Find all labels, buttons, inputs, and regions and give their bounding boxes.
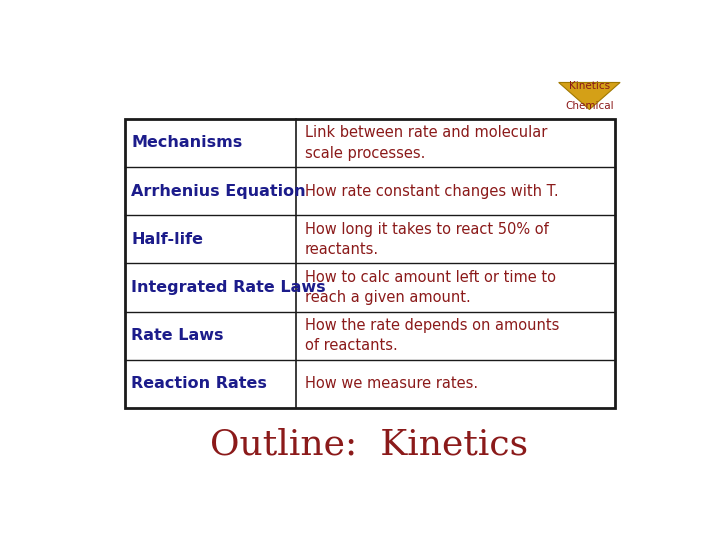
Text: Arrhenius Equation: Arrhenius Equation [131, 184, 306, 199]
Text: Integrated Rate Laws: Integrated Rate Laws [131, 280, 326, 295]
Text: How long it takes to react 50% of
reactants.: How long it takes to react 50% of reacta… [305, 221, 549, 257]
Text: Half-life: Half-life [131, 232, 203, 247]
Polygon shape [559, 83, 620, 110]
Text: Chemical: Chemical [565, 101, 613, 111]
Text: How the rate depends on amounts
of reactants.: How the rate depends on amounts of react… [305, 318, 559, 353]
Text: Reaction Rates: Reaction Rates [131, 376, 267, 392]
Text: How to calc amount left or time to
reach a given amount.: How to calc amount left or time to reach… [305, 269, 556, 305]
Bar [125, 119, 615, 408]
Text: How rate constant changes with T.: How rate constant changes with T. [305, 184, 559, 199]
Text: Link between rate and molecular
scale processes.: Link between rate and molecular scale pr… [305, 125, 547, 160]
Text: Mechanisms: Mechanisms [131, 136, 243, 151]
Text: Rate Laws: Rate Laws [131, 328, 224, 343]
Text: Outline:  Kinetics: Outline: Kinetics [210, 427, 528, 461]
Text: Kinetics: Kinetics [569, 81, 610, 91]
Text: How we measure rates.: How we measure rates. [305, 376, 478, 392]
